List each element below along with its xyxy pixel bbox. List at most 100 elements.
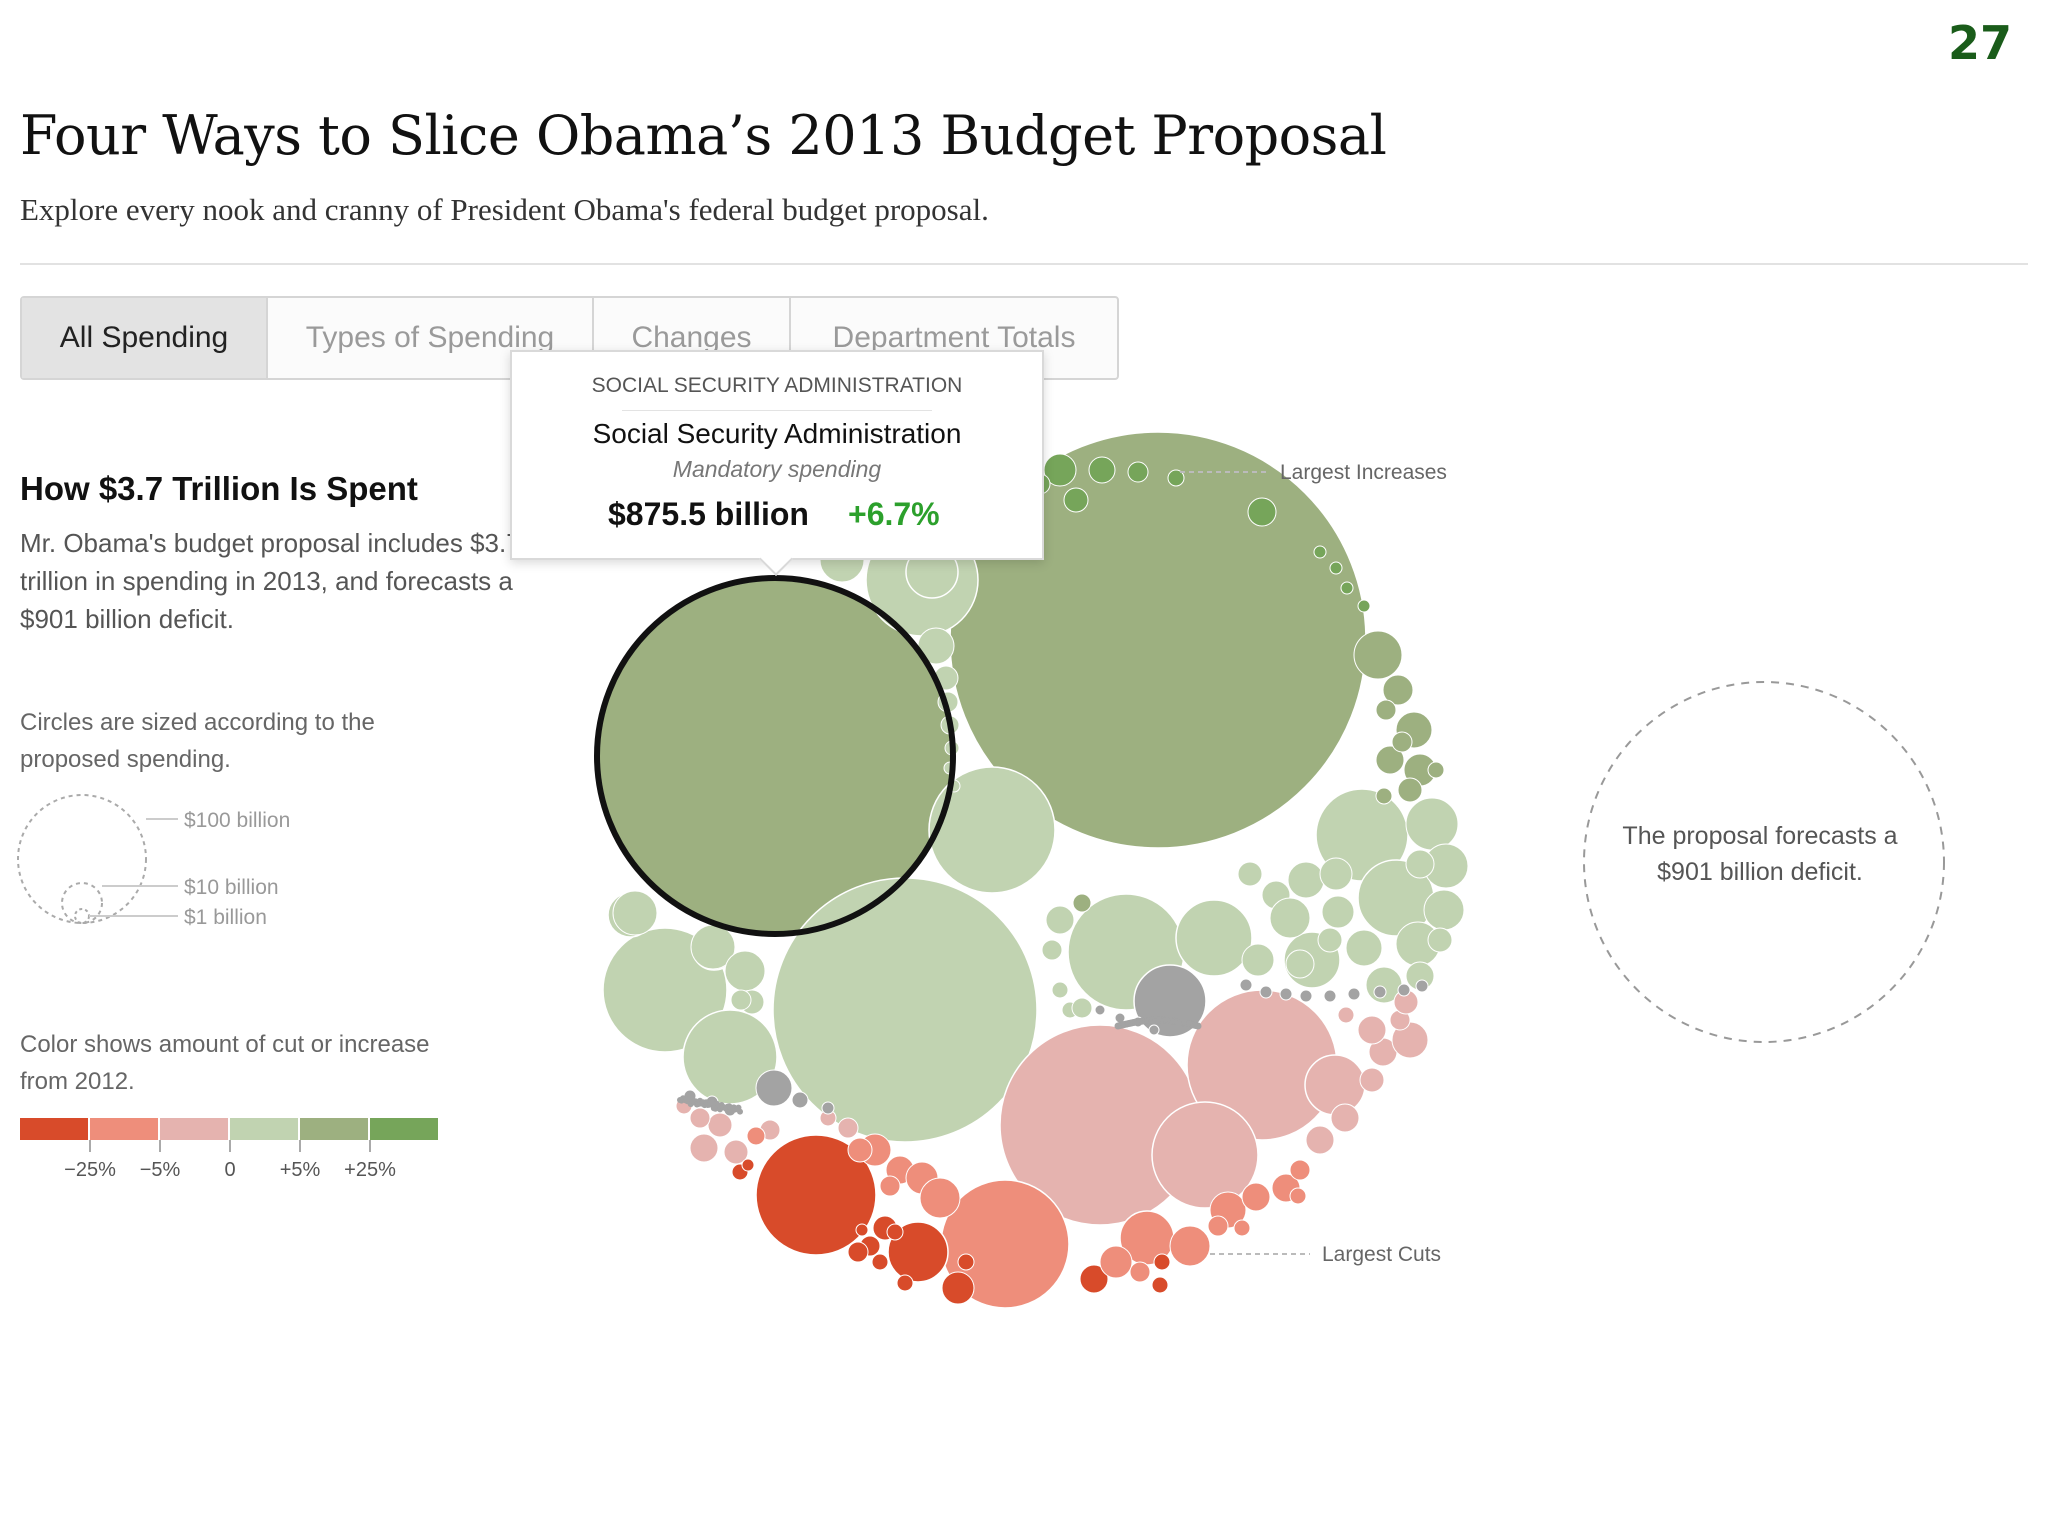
budget-bubble[interactable] bbox=[1337, 1006, 1355, 1024]
budget-bubble[interactable] bbox=[709, 1099, 716, 1106]
budget-bubble[interactable] bbox=[737, 1108, 743, 1115]
budget-bubble[interactable] bbox=[1375, 787, 1393, 805]
budget-bubble[interactable] bbox=[1151, 1101, 1259, 1209]
budget-bubble[interactable] bbox=[1151, 1276, 1169, 1294]
budget-bubble[interactable] bbox=[1239, 978, 1253, 992]
budget-bubble[interactable] bbox=[1051, 981, 1069, 999]
budget-bubble[interactable] bbox=[1269, 897, 1311, 939]
budget-bubble[interactable] bbox=[1094, 1004, 1106, 1016]
budget-bubble[interactable] bbox=[855, 1223, 869, 1237]
budget-bubble[interactable] bbox=[1194, 1022, 1202, 1030]
budget-bubble[interactable] bbox=[1129, 1261, 1151, 1283]
budget-bubble[interactable] bbox=[1241, 943, 1275, 977]
tab-changes[interactable]: Changes bbox=[594, 298, 791, 378]
budget-bubble[interactable] bbox=[1415, 979, 1429, 993]
budget-bubble[interactable] bbox=[1289, 1187, 1307, 1205]
budget-bubble[interactable] bbox=[1241, 1182, 1271, 1212]
budget-bubble[interactable] bbox=[791, 1091, 809, 1109]
budget-bubble[interactable] bbox=[1323, 989, 1337, 1003]
budget-bubble[interactable] bbox=[1423, 889, 1465, 931]
budget-bubble[interactable] bbox=[1345, 929, 1383, 967]
budget-bubble[interactable] bbox=[879, 1175, 901, 1197]
budget-bubble[interactable] bbox=[741, 1158, 755, 1172]
budget-bubble[interactable] bbox=[1063, 487, 1089, 513]
budget-bubble[interactable] bbox=[724, 950, 766, 992]
budget-bubble[interactable] bbox=[1397, 777, 1423, 803]
budget-bubble[interactable] bbox=[1099, 1245, 1133, 1279]
budget-bubble[interactable] bbox=[847, 1137, 873, 1163]
budget-bubble[interactable] bbox=[1317, 927, 1343, 953]
budget-bubble[interactable] bbox=[1357, 1015, 1387, 1045]
budget-bubble[interactable] bbox=[1289, 1159, 1311, 1181]
budget-bubble[interactable] bbox=[1330, 1103, 1360, 1133]
budget-bubble[interactable] bbox=[1237, 861, 1263, 887]
budget-bubble[interactable] bbox=[723, 1139, 749, 1165]
budget-bubble[interactable] bbox=[612, 890, 658, 936]
budget-bubble[interactable] bbox=[1071, 997, 1093, 1019]
budget-bubble[interactable] bbox=[1321, 895, 1355, 929]
budget-bubble[interactable] bbox=[755, 1134, 877, 1256]
budget-bubble[interactable] bbox=[1353, 630, 1403, 680]
budget-bubble[interactable] bbox=[957, 1253, 975, 1271]
budget-bubble[interactable] bbox=[1375, 699, 1397, 721]
budget-bubble[interactable] bbox=[1397, 983, 1411, 997]
budget-bubble[interactable] bbox=[886, 1223, 904, 1241]
budget-bubble[interactable] bbox=[746, 1126, 766, 1146]
budget-bubble[interactable] bbox=[1357, 599, 1371, 613]
budget-bubble[interactable] bbox=[1072, 893, 1092, 913]
budget-bubble[interactable] bbox=[1299, 989, 1313, 1003]
budget-bubble[interactable] bbox=[1041, 939, 1063, 961]
budget-bubble[interactable] bbox=[1375, 745, 1405, 775]
budget-bubble[interactable] bbox=[1167, 469, 1185, 487]
budget-bubble[interactable] bbox=[1127, 461, 1149, 483]
budget-bubble[interactable] bbox=[707, 1112, 733, 1138]
budget-bubble[interactable] bbox=[887, 1221, 949, 1283]
budget-bubble[interactable] bbox=[1313, 545, 1327, 559]
budget-bubble[interactable] bbox=[928, 766, 1056, 894]
budget-bubble[interactable] bbox=[1391, 731, 1413, 753]
budget-bubble[interactable] bbox=[1169, 1225, 1211, 1267]
budget-bubble[interactable] bbox=[689, 1107, 711, 1129]
budget-bubble[interactable] bbox=[1359, 1067, 1385, 1093]
budget-bubble[interactable] bbox=[1088, 456, 1116, 484]
budget-bubble[interactable] bbox=[1043, 453, 1077, 487]
budget-bubble[interactable] bbox=[1259, 985, 1273, 999]
budget-bubble[interactable] bbox=[1233, 1219, 1251, 1237]
tab-department-totals[interactable]: Department Totals bbox=[832, 321, 1076, 354]
budget-bubble[interactable] bbox=[1382, 674, 1414, 706]
budget-bubble[interactable] bbox=[1045, 905, 1075, 935]
budget-bubble[interactable] bbox=[1304, 1054, 1366, 1116]
budget-bubble[interactable] bbox=[1305, 1125, 1335, 1155]
budget-bubble[interactable] bbox=[1079, 1264, 1109, 1294]
budget-bubble[interactable] bbox=[1340, 581, 1354, 595]
budget-bubble[interactable] bbox=[1405, 849, 1435, 879]
tab-types-of-spending[interactable]: Types of Spending bbox=[268, 298, 594, 378]
budget-bubble[interactable] bbox=[1287, 861, 1325, 899]
budget-bubble[interactable] bbox=[1405, 797, 1459, 851]
budget-bubble[interactable] bbox=[1175, 899, 1253, 977]
budget-bubble[interactable] bbox=[919, 1177, 961, 1219]
budget-bubble[interactable] bbox=[847, 1241, 869, 1263]
budget-bubble[interactable] bbox=[1373, 985, 1387, 999]
budget-bubble[interactable] bbox=[871, 1253, 889, 1271]
budget-bubble[interactable] bbox=[755, 1069, 793, 1107]
budget-bubble[interactable] bbox=[730, 989, 752, 1011]
budget-bubble[interactable] bbox=[1427, 761, 1445, 779]
budget-bubble[interactable] bbox=[1279, 987, 1293, 1001]
budget-bubble[interactable] bbox=[689, 1133, 719, 1163]
tab-all-spending[interactable]: All Spending bbox=[22, 298, 268, 378]
budget-bubble[interactable] bbox=[1319, 857, 1353, 891]
budget-bubble[interactable] bbox=[896, 1274, 914, 1292]
budget-bubble[interactable] bbox=[1207, 1215, 1229, 1237]
budget-bubble[interactable] bbox=[1285, 949, 1315, 979]
budget-bubble[interactable] bbox=[1347, 987, 1361, 1001]
budget-bubble[interactable] bbox=[1148, 1024, 1160, 1036]
budget-bubble[interactable] bbox=[1247, 497, 1277, 527]
budget-bubble[interactable] bbox=[1427, 927, 1453, 953]
budget-bubble[interactable] bbox=[837, 1117, 859, 1139]
budget-bubble[interactable] bbox=[821, 1101, 835, 1115]
budget-bubble[interactable] bbox=[941, 1271, 975, 1305]
budget-bubble[interactable] bbox=[1153, 1253, 1171, 1271]
budget-bubble[interactable] bbox=[1329, 561, 1343, 575]
budget-bubble[interactable] bbox=[772, 877, 1038, 1143]
